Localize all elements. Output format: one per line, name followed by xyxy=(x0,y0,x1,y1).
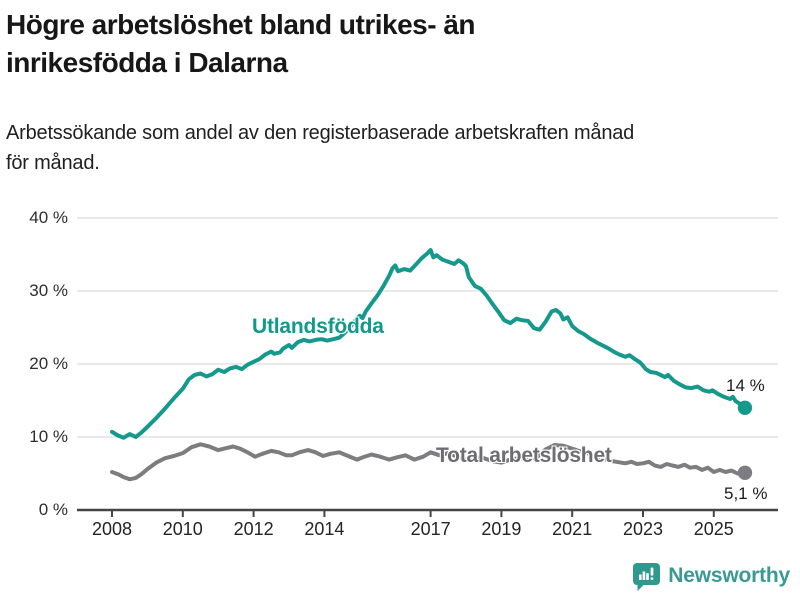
y-axis-label-20: 20 % xyxy=(29,354,68,373)
chart-subtitle: Arbetssökande som andel av den registerb… xyxy=(6,118,790,178)
title-line-1: Högre arbetslöshet bland utrikes- än xyxy=(6,9,476,40)
y-axis-label-40: 40 % xyxy=(29,208,68,227)
series-label-total-arbetsloshet: Total arbetslöshet xyxy=(436,444,612,467)
y-axis-label-10: 10 % xyxy=(29,427,68,446)
series-label-utlandsfodda: Utlandsfödda xyxy=(252,315,384,338)
bar-icon-2 xyxy=(642,571,646,580)
newsworthy-logo: Newsworthy xyxy=(632,561,790,591)
series-line-total-arbetsloshet xyxy=(110,442,747,482)
x-axis-label-2019: 2019 xyxy=(481,519,522,539)
x-axis-label-2025: 2025 xyxy=(693,519,734,539)
y-axis-label-0: 0 % xyxy=(38,500,68,519)
chart-title: Högre arbetslöshet bland utrikes- än inr… xyxy=(6,6,776,82)
x-axis-label-2010: 2010 xyxy=(162,519,203,539)
series-end-dot-utlandsfodda xyxy=(737,400,753,415)
x-axis-label-2008: 2008 xyxy=(91,519,133,539)
y-axis-label-30: 30 % xyxy=(29,281,68,300)
exclamation-icon-dot xyxy=(650,577,654,580)
series-end-dot-total-arbetsloshet xyxy=(737,465,753,480)
end-value-total-arbetsloshet: 5,1 % xyxy=(724,484,768,503)
brand-name: Newsworthy xyxy=(668,564,790,587)
series-line-utlandsfodda xyxy=(110,248,747,440)
subtitle-line-2: för månad. xyxy=(6,152,100,174)
subtitle-line-1: Arbetssökande som andel av den registerb… xyxy=(6,122,635,144)
end-value-utlandsfodda: 14 % xyxy=(726,376,765,395)
bar-icon-1 xyxy=(639,574,642,580)
x-axis-label-2014: 2014 xyxy=(304,519,345,539)
x-axis-label-2023: 2023 xyxy=(622,519,664,539)
x-axis-label-2021: 2021 xyxy=(552,519,593,539)
exclamation-icon-bar xyxy=(650,567,654,576)
x-axis-label-2012: 2012 xyxy=(233,519,274,539)
x-axis-label-2017: 2017 xyxy=(410,519,451,539)
newsworthy-chart-bubble-icon xyxy=(633,563,661,591)
bar-icon-3 xyxy=(646,573,650,580)
title-line-2: inrikesfödda i Dalarna xyxy=(6,47,288,78)
